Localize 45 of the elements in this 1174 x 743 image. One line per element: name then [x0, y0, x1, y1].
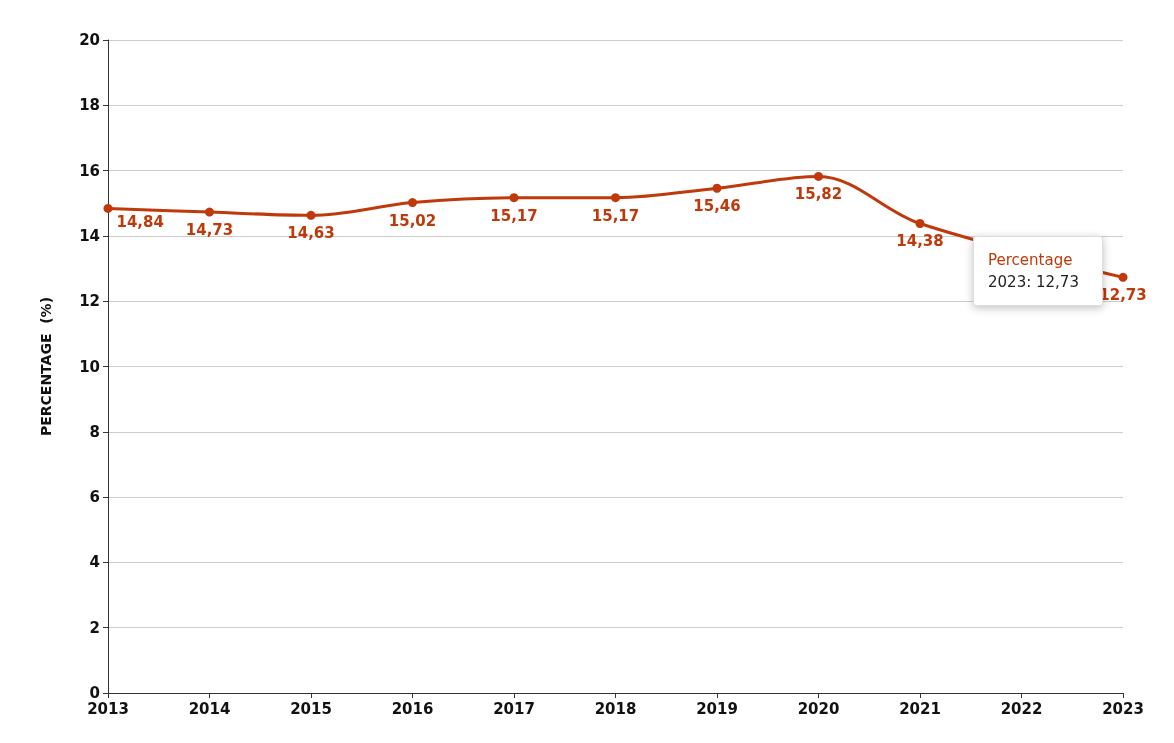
- x-tick-label: 2019: [696, 699, 738, 718]
- y-tick-label: 8: [89, 422, 100, 441]
- point: [509, 193, 519, 203]
- data-label: 15,02: [388, 211, 437, 230]
- x-tick-label: 2018: [594, 699, 637, 718]
- x-tick-label: 2016: [391, 699, 434, 718]
- data-label: 15,46: [693, 197, 741, 216]
- x-tick-label: 2020: [797, 699, 840, 718]
- x-tick-label: 2014: [188, 699, 231, 718]
- y-axis-title: PERCENTAGE (%): [38, 296, 54, 437]
- y-tick-label: 0: [89, 684, 100, 702]
- x-tick-label: 2023: [1102, 699, 1144, 718]
- point: [205, 207, 214, 217]
- y-tick-label: 14: [79, 226, 100, 245]
- data-label: 14,38: [896, 232, 944, 251]
- point: [1118, 272, 1128, 282]
- y-tick-label: 12: [79, 292, 100, 311]
- y-tick-label: 18: [79, 96, 100, 115]
- x-tick-label: 2021: [899, 699, 941, 718]
- y-tick-label: 4: [89, 553, 100, 572]
- data-label: 15,82: [794, 185, 843, 204]
- point: [306, 210, 316, 220]
- y-tick-label: 2: [89, 618, 100, 637]
- y-tick-label: 20: [79, 31, 100, 49]
- data-label: 14,63: [287, 224, 335, 243]
- annotation: Percentage: [988, 250, 1074, 271]
- tooltip-box: Percentage 2023: 12,73: [973, 236, 1103, 306]
- point: [103, 203, 113, 213]
- point: [915, 219, 925, 228]
- x-tick-label: 2013: [87, 699, 129, 718]
- data-label: 14,73: [185, 221, 234, 240]
- point: [712, 183, 722, 193]
- point: [814, 171, 823, 181]
- data-label: 15,17: [490, 206, 538, 225]
- point: [611, 193, 620, 203]
- x-tick-label: 2017: [493, 699, 535, 718]
- data-label: 15,17: [591, 206, 640, 225]
- x-tick-label: 2022: [1000, 699, 1043, 718]
- data-label: 14,84: [116, 213, 164, 232]
- y-tick-label: 10: [79, 357, 100, 376]
- y-tick-label: 6: [89, 488, 100, 507]
- annotation: 2023: 12,73: [988, 272, 1080, 293]
- point: [408, 198, 417, 208]
- y-tick-label: 16: [79, 161, 100, 180]
- x-tick-label: 2015: [290, 699, 332, 718]
